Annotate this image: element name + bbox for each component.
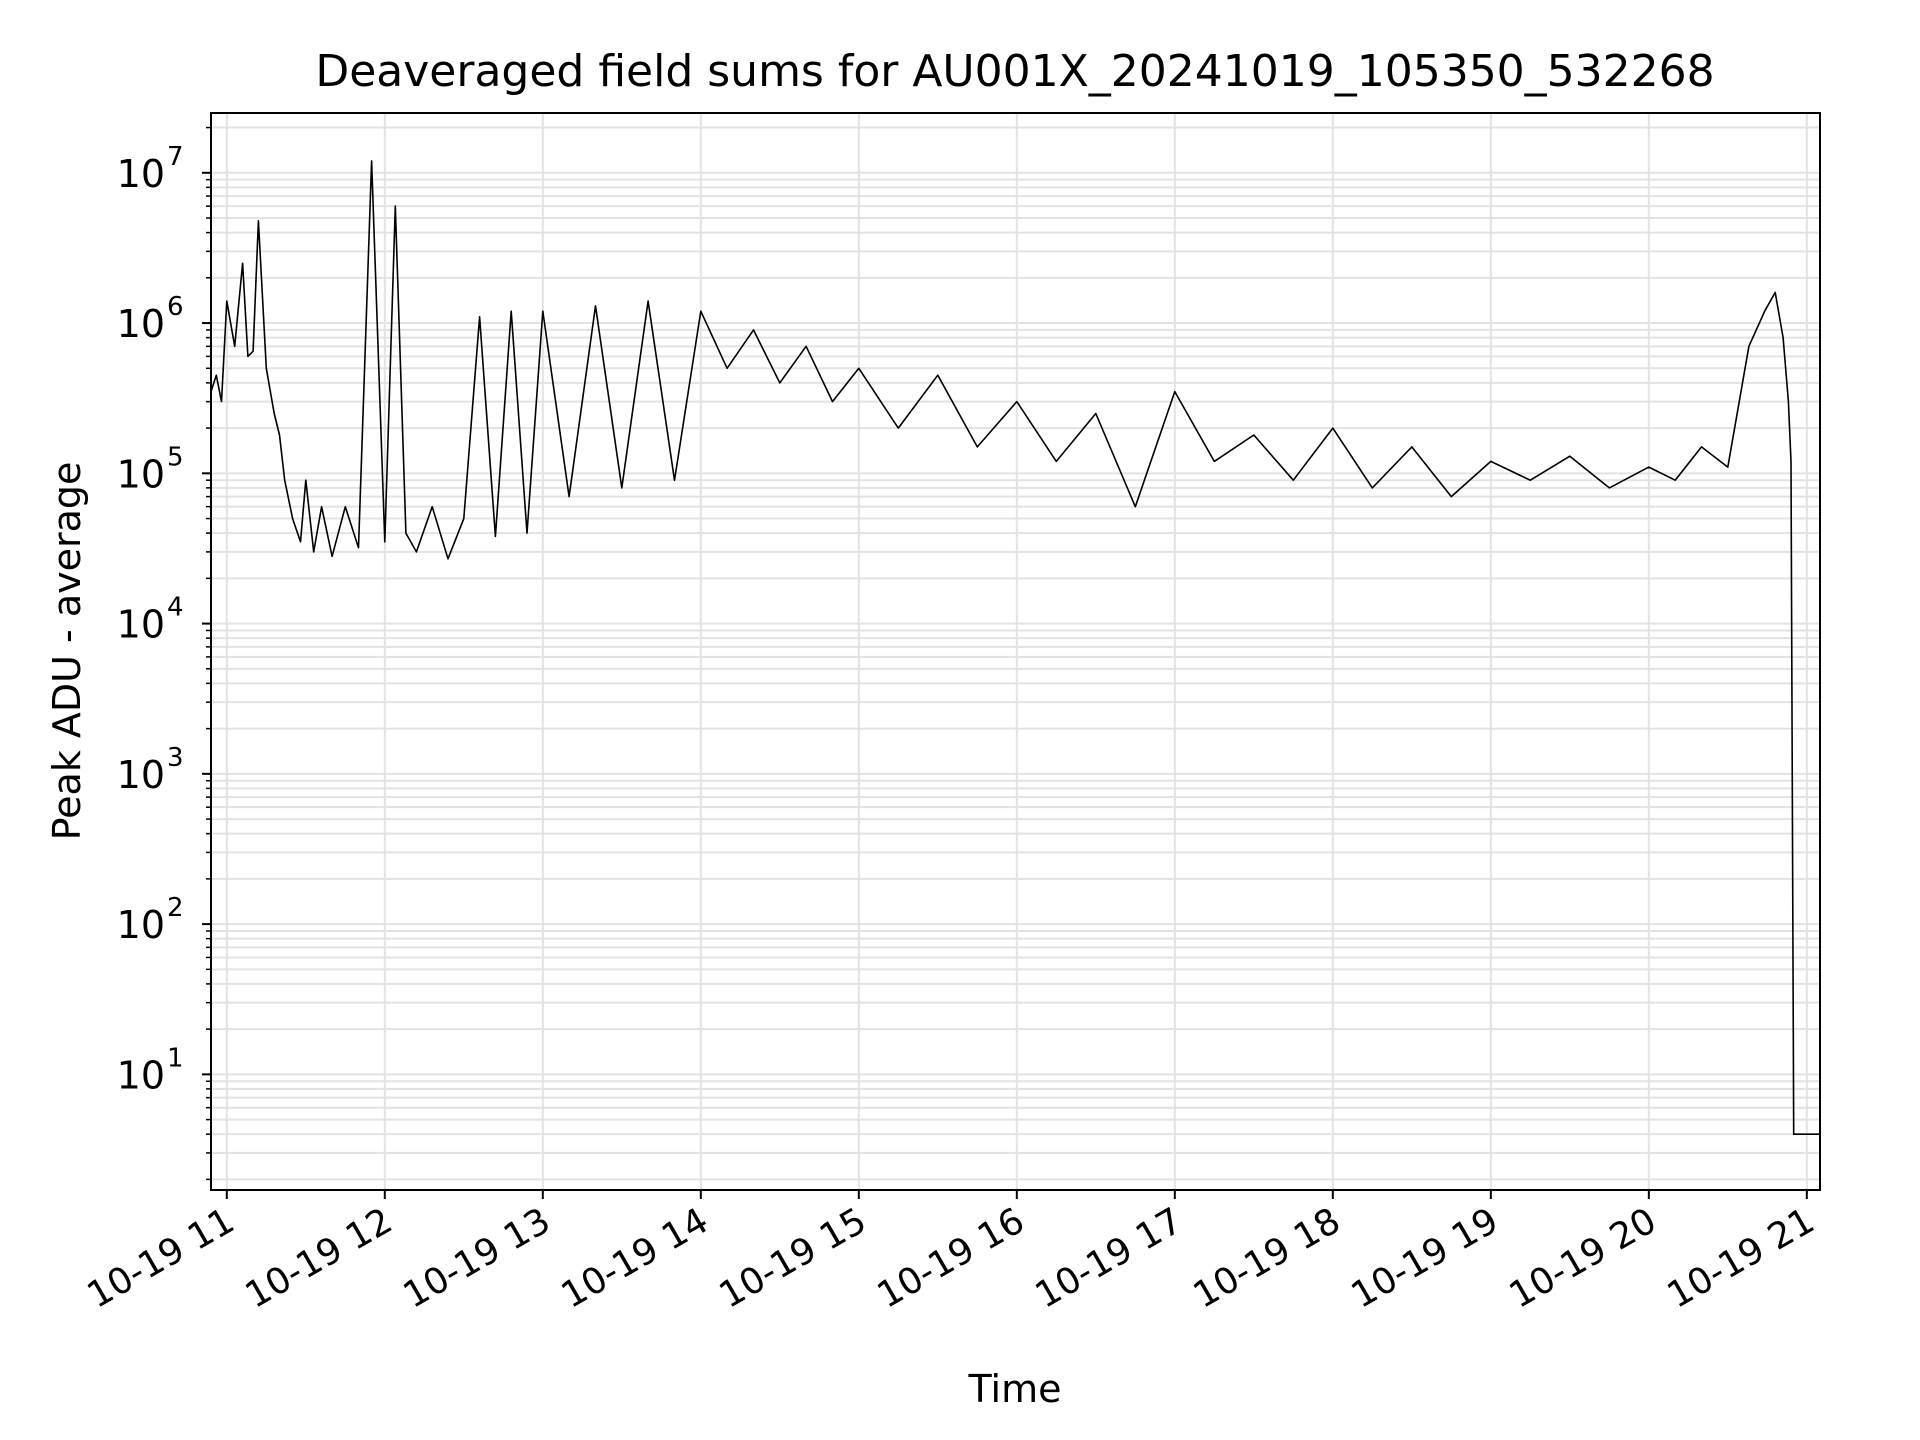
y-tick-label: 10 — [117, 1053, 165, 1097]
series-layer — [210, 160, 1820, 1135]
series-line — [210, 160, 1820, 1135]
y-tick-label: 10 — [117, 903, 165, 947]
y-tick-exponent: 7 — [167, 142, 184, 172]
y-tick-label: 10 — [117, 302, 165, 346]
y-tick-label: 10 — [117, 753, 165, 797]
y-tick-label: 10 — [117, 452, 165, 496]
y-tick-exponent: 1 — [167, 1043, 184, 1073]
y-tick-exponent: 6 — [167, 292, 184, 322]
y-tick-exponent: 4 — [167, 593, 184, 623]
y-tick-exponent: 3 — [167, 743, 184, 773]
y-tick-exponent: 5 — [167, 442, 184, 472]
y-tick-exponent: 2 — [167, 893, 184, 923]
x-axis-label: Time — [968, 1367, 1062, 1411]
plot-frame — [210, 112, 1821, 1191]
y-tick-label: 10 — [117, 603, 165, 647]
plot-grid — [211, 113, 1820, 1190]
y-tick-label: 10 — [117, 152, 165, 196]
y-axis-label: Peak ADU - average — [45, 462, 89, 841]
chart-title: Deaveraged field sums for AU001X_2024101… — [315, 46, 1714, 97]
